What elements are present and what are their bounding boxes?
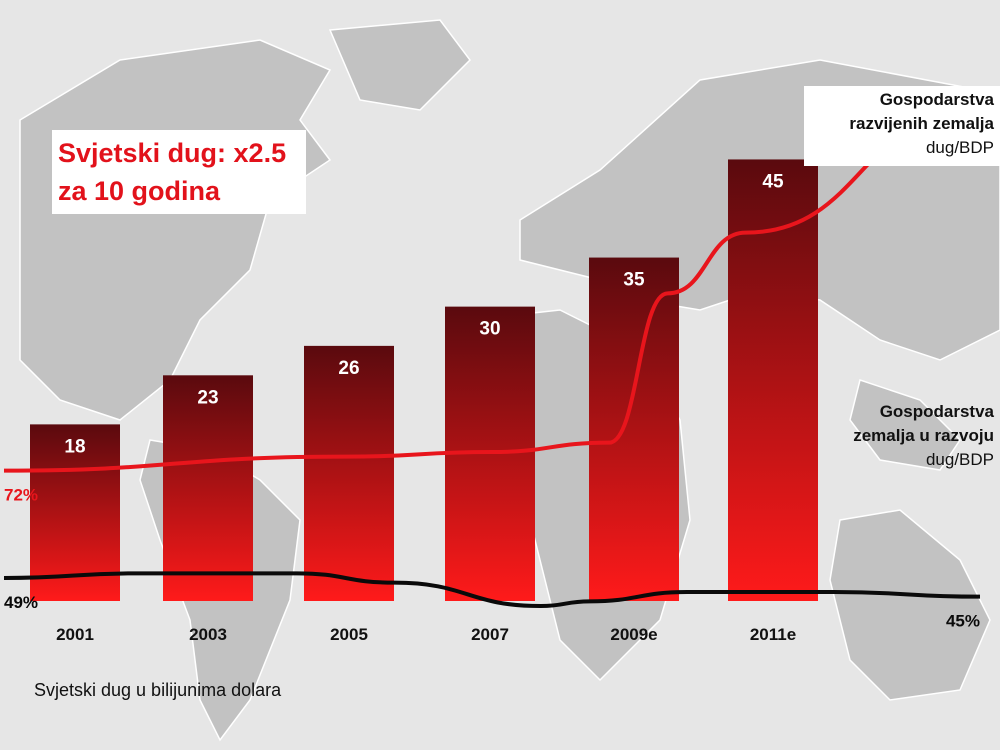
- x-tick-label: 2005: [330, 625, 368, 644]
- developed-debt-line: [3, 104, 981, 473]
- bar-value-label: 18: [64, 436, 85, 457]
- bar-2009e: [589, 257, 679, 601]
- bar-value-label: 45: [762, 171, 784, 192]
- bar-value-label: 23: [197, 387, 218, 408]
- legend-developed-unit: dug/BDP: [925, 138, 994, 157]
- legend-developing: Gospodarstva zemalja u razvoju dug/BDP: [804, 398, 1000, 482]
- headline-line-1: Svjetski dug: x2.5: [58, 138, 287, 168]
- developing-debt-line: [3, 571, 981, 609]
- bar-2003: [163, 375, 253, 601]
- bar-2011e: [728, 159, 818, 601]
- lines-group: [3, 104, 981, 609]
- x-tick-label: 2009e: [610, 625, 657, 644]
- headline-box: Svjetski dug: x2.5 za 10 godina: [52, 130, 306, 214]
- x-tick-labels: 2001 2003 2005 2007 2009e 2011e: [56, 625, 796, 644]
- legend-developed: Gospodarstva razvijenih zemalja dug/BDP: [804, 86, 1000, 166]
- line-start-label: 72%: [4, 486, 38, 505]
- x-tick-label: 2003: [189, 625, 227, 644]
- legend-developing-line-2: zemalja u razvoju: [853, 426, 994, 445]
- x-tick-label: 2007: [471, 625, 509, 644]
- line-end-label: 45%: [946, 612, 980, 631]
- chart-caption: Svjetski dug u bilijunima dolara: [34, 680, 282, 700]
- legend-developed-line-2: razvijenih zemalja: [849, 114, 994, 133]
- headline-line-2: za 10 godina: [58, 176, 221, 206]
- bar-value-label: 26: [338, 358, 359, 379]
- bar-2005: [304, 345, 394, 601]
- legend-developed-line-1: Gospodarstva: [879, 90, 994, 109]
- bar-value-label: 30: [479, 319, 500, 340]
- bar-2001: [30, 424, 120, 601]
- line-start-label: 49%: [4, 593, 38, 612]
- x-tick-label: 2001: [56, 625, 94, 644]
- legend-developing-unit: dug/BDP: [925, 450, 994, 469]
- legend-developing-line-1: Gospodarstva: [879, 402, 994, 421]
- bar-value-label: 35: [623, 270, 645, 291]
- x-tick-label: 2011e: [750, 625, 796, 644]
